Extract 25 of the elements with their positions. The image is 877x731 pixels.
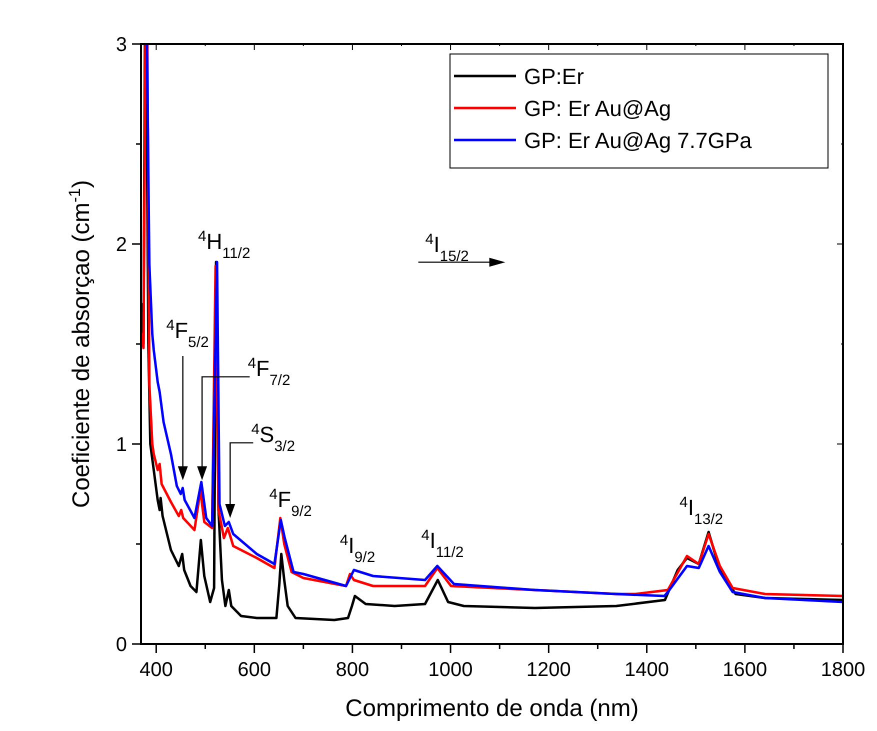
x-tick-label: 1200 [526, 659, 571, 681]
y-tick-label: 0 [116, 634, 127, 656]
x-tick-label: 800 [336, 659, 370, 681]
annotation: $^{4}$S$_{3/2}$ [251, 420, 296, 454]
x-tick-label: 1600 [722, 659, 768, 681]
y-tick-label: 2 [116, 234, 127, 256]
annotation: $^{4}$F$_{7/2}$ [248, 354, 290, 388]
legend-label: GP:Er [524, 64, 584, 89]
x-tick-label: 1400 [624, 659, 670, 681]
y-tick-label: 1 [116, 434, 127, 456]
legend-label: GP: Er Au@Ag 7.7GPa [524, 128, 753, 153]
annotation: $^{4}$I$_{15/2}$ [425, 230, 469, 265]
x-tick-label: 400 [140, 659, 173, 681]
x-tick-label: 600 [238, 659, 272, 681]
legend-label: GP: Er Au@Ag [524, 96, 672, 121]
annotation: $^{4}$F$_{9/2}$ [269, 486, 312, 520]
annotation: $^{4}$I$_{9/2}$ [340, 532, 376, 566]
annotation: $^{4}$F$_{5/2}$ [166, 316, 209, 350]
annotation: $^{4}$I$_{11/2}$ [421, 526, 464, 560]
annotation: $^{4}$H$_{11/2}$ [198, 228, 250, 262]
annotation: $^{4}$I$_{13/2}$ [680, 494, 724, 528]
x-axis-title: Comprimento de onda (nm) [345, 695, 639, 722]
y-tick-label: 3 [116, 34, 127, 56]
x-tick-label: 1000 [428, 659, 473, 681]
x-tick-label: 1800 [820, 659, 866, 681]
